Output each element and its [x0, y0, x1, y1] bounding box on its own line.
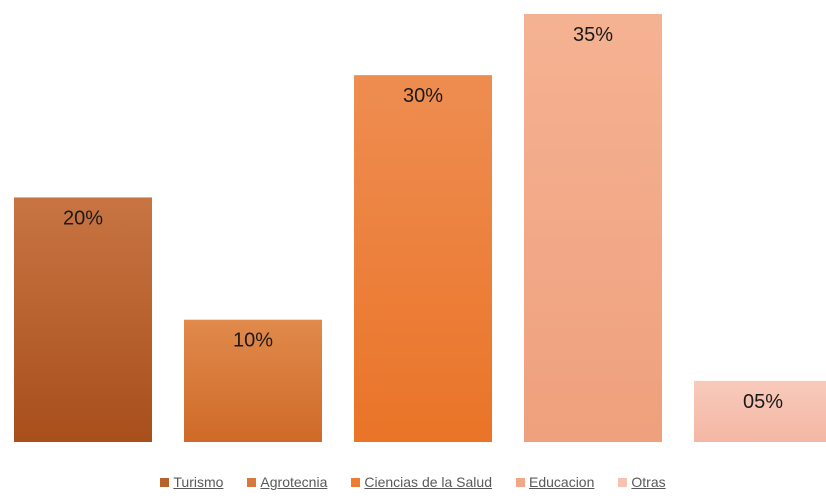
legend-item-agrotecnia[interactable]: Agrotecnia — [247, 474, 327, 490]
legend-swatch-turismo — [160, 477, 170, 487]
legend-label-turismo: Turismo — [173, 474, 224, 490]
data-label-ciencias-de-la-salud: 30% — [403, 85, 443, 107]
bar-ciencias-de-la-salud — [354, 75, 492, 443]
legend-label-agrotecnia: Agrotecnia — [260, 474, 328, 490]
legend-label-ciencias-de-la-salud: Ciencias de la Salud — [364, 474, 492, 490]
bar-otras — [694, 380, 826, 442]
legend-label-educacion: Educacion — [529, 474, 595, 490]
legend-item-educacion[interactable]: Educacion — [516, 474, 594, 490]
data-labels-group: 20% 10% 30% 35% 05% — [63, 24, 783, 413]
bar-turismo — [14, 197, 152, 442]
legend-swatch-educacion — [516, 477, 525, 487]
bar-educacion — [524, 14, 662, 442]
legend-swatch-agrotecnia — [247, 477, 257, 487]
chart-plot-area: 20% 10% 30% 35% 05% — [14, 14, 826, 443]
data-label-turismo: 20% — [63, 207, 103, 229]
data-label-educacion: 35% — [573, 24, 613, 46]
legend-swatch-ciencias-de-la-salud — [351, 477, 361, 487]
bar-agrotecnia — [184, 319, 322, 442]
bars-group — [14, 14, 826, 443]
legend-item-turismo[interactable]: Turismo — [160, 474, 223, 490]
legend-item-otras[interactable]: Otras — [618, 474, 666, 490]
legend-label-otras: Otras — [631, 474, 666, 490]
legend-item-ciencias-de-la-salud[interactable]: Ciencias de la Salud — [351, 474, 492, 490]
data-label-agrotecnia: 10% — [233, 330, 273, 352]
data-label-otras: 05% — [743, 391, 783, 413]
chart-legend: Turismo Agrotecnia Ciencias de la Salud … — [0, 474, 826, 490]
legend-swatch-otras — [618, 477, 628, 487]
